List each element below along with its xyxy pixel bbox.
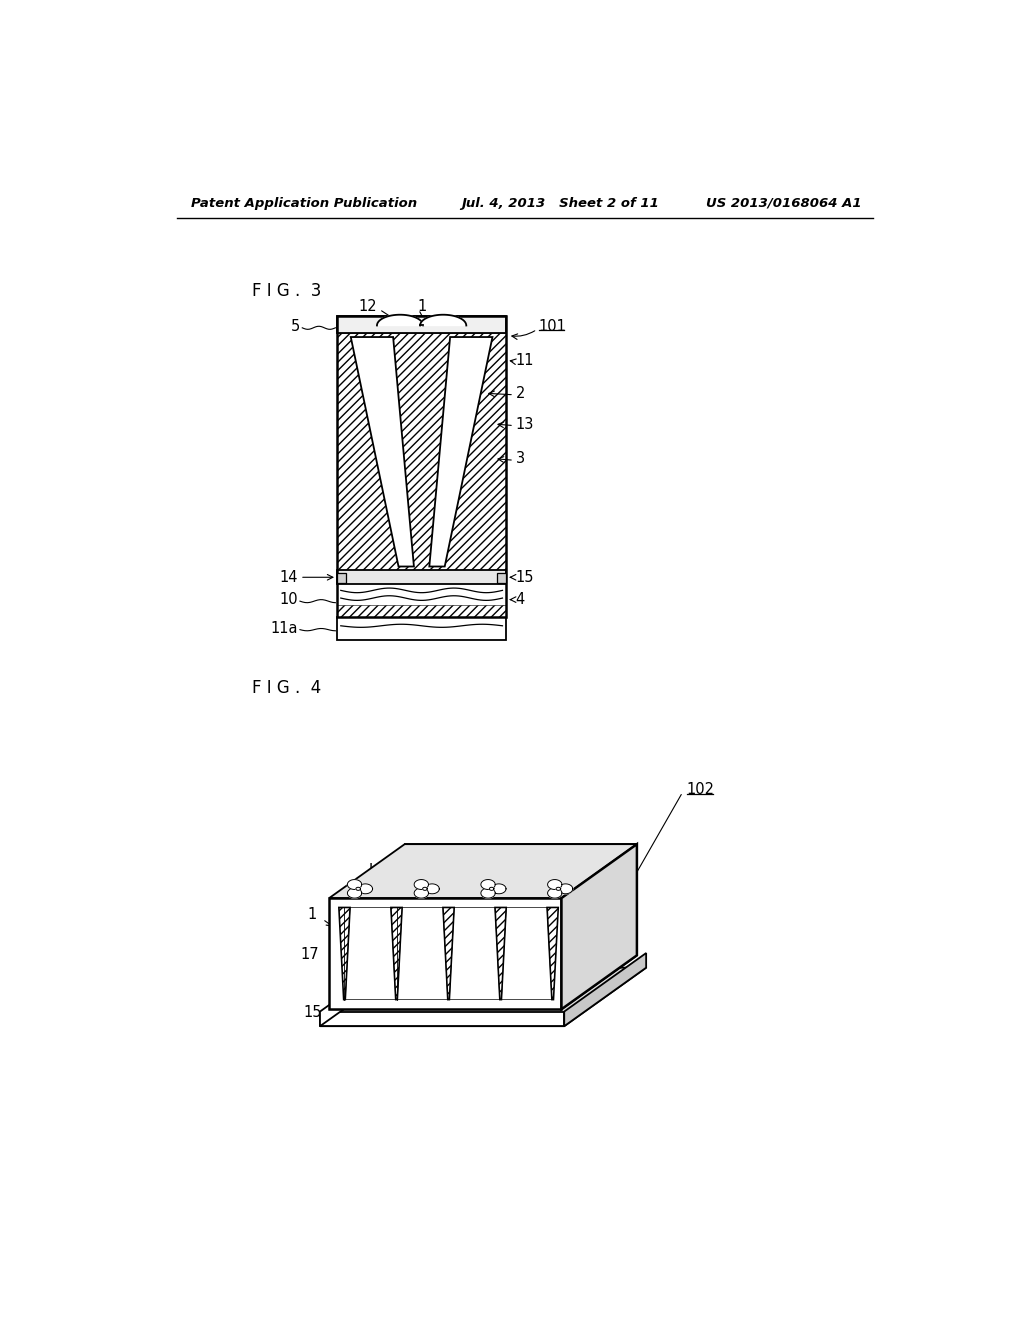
Text: L2: L2	[498, 863, 515, 878]
Text: US 2013/0168064 A1: US 2013/0168064 A1	[707, 197, 862, 210]
Polygon shape	[330, 898, 561, 1010]
Polygon shape	[404, 845, 637, 956]
Polygon shape	[420, 314, 466, 326]
Polygon shape	[495, 907, 506, 999]
Text: 12: 12	[358, 298, 377, 314]
Polygon shape	[450, 907, 500, 999]
Polygon shape	[414, 879, 428, 890]
Polygon shape	[337, 616, 506, 640]
Text: 11a: 11a	[271, 620, 298, 636]
Polygon shape	[347, 879, 361, 890]
Text: 13: 13	[515, 417, 534, 432]
Polygon shape	[489, 887, 494, 891]
Text: Jul. 4, 2013   Sheet 2 of 11: Jul. 4, 2013 Sheet 2 of 11	[462, 197, 659, 210]
Text: 14: 14	[280, 570, 298, 585]
Text: 4: 4	[515, 593, 525, 607]
Polygon shape	[330, 845, 637, 898]
Text: 2: 2	[515, 385, 525, 401]
Polygon shape	[561, 845, 637, 1010]
Text: 102: 102	[686, 783, 715, 797]
Polygon shape	[443, 907, 455, 999]
Polygon shape	[556, 887, 561, 891]
Polygon shape	[414, 888, 428, 898]
Polygon shape	[319, 1011, 564, 1026]
Text: 17: 17	[300, 946, 319, 962]
Text: 10: 10	[497, 995, 515, 1010]
Polygon shape	[337, 570, 506, 585]
Polygon shape	[319, 953, 401, 1026]
Text: 5: 5	[291, 318, 300, 334]
Text: L1: L1	[369, 863, 385, 878]
Polygon shape	[497, 573, 506, 582]
Polygon shape	[502, 907, 552, 999]
Text: 1: 1	[307, 907, 316, 921]
Polygon shape	[337, 333, 506, 570]
Polygon shape	[330, 956, 637, 1010]
Text: 101: 101	[539, 318, 566, 334]
Polygon shape	[558, 884, 572, 894]
Polygon shape	[337, 573, 346, 582]
Polygon shape	[391, 907, 402, 999]
Polygon shape	[564, 953, 646, 1026]
Polygon shape	[548, 888, 562, 898]
Polygon shape	[481, 879, 496, 890]
Polygon shape	[339, 907, 350, 999]
Text: 11: 11	[515, 352, 535, 368]
Polygon shape	[358, 884, 373, 894]
Polygon shape	[481, 888, 496, 898]
Text: F I G .  3: F I G . 3	[252, 282, 322, 300]
Text: 10: 10	[280, 593, 298, 607]
Text: Patent Application Publication: Patent Application Publication	[190, 197, 417, 210]
Polygon shape	[356, 887, 360, 891]
Polygon shape	[337, 605, 506, 616]
Polygon shape	[351, 337, 414, 566]
Polygon shape	[547, 907, 558, 999]
Polygon shape	[425, 884, 439, 894]
Polygon shape	[319, 968, 646, 1026]
Text: 3: 3	[515, 451, 524, 466]
Polygon shape	[548, 879, 562, 890]
Text: 15: 15	[303, 1005, 322, 1019]
Polygon shape	[397, 907, 447, 999]
Text: 11: 11	[412, 857, 430, 871]
Text: 1: 1	[417, 298, 426, 314]
Polygon shape	[377, 314, 423, 326]
Polygon shape	[492, 884, 506, 894]
Polygon shape	[337, 317, 506, 333]
Text: 15: 15	[515, 570, 535, 585]
Polygon shape	[345, 907, 395, 999]
Polygon shape	[429, 337, 493, 566]
Polygon shape	[423, 887, 427, 891]
Polygon shape	[347, 888, 361, 898]
Text: F I G .  4: F I G . 4	[252, 680, 322, 697]
